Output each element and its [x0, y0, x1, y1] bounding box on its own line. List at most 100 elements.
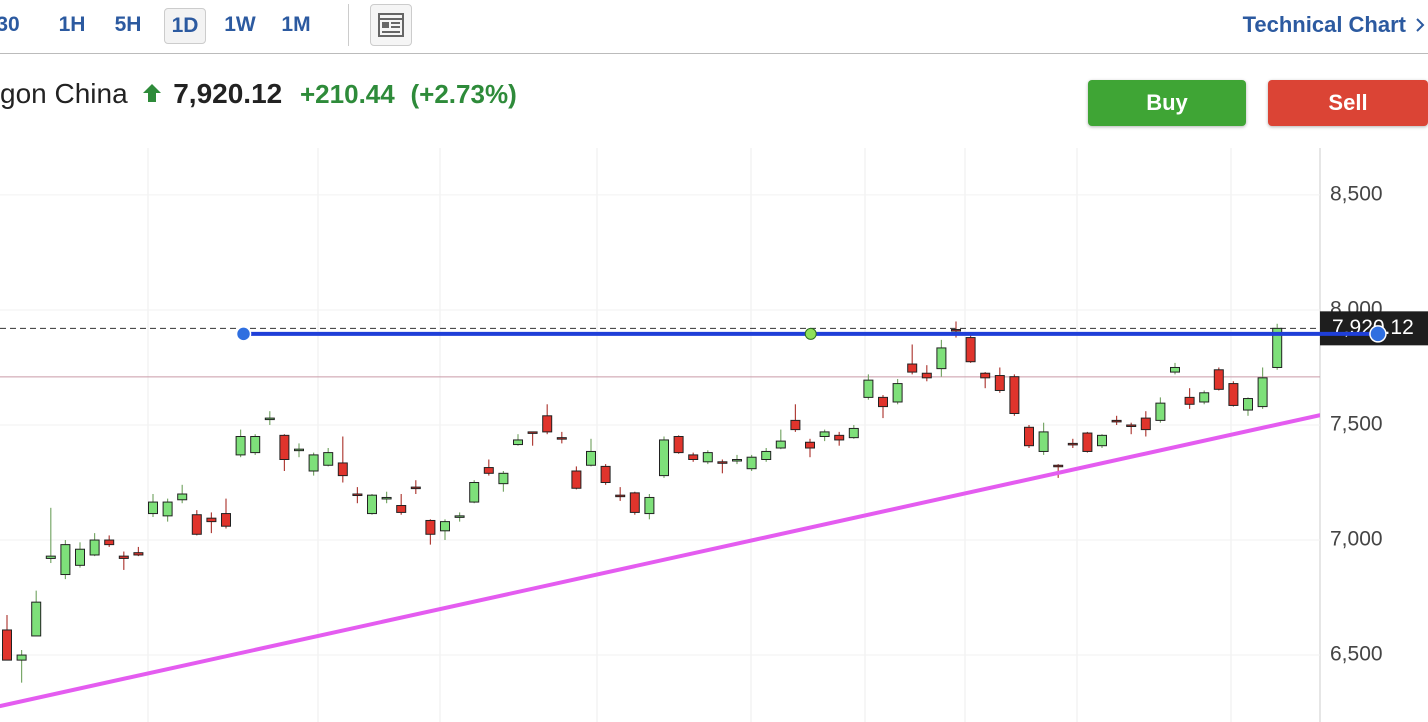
candle-body — [1184, 396, 1195, 405]
candle-body — [45, 555, 56, 559]
candle-body — [556, 437, 567, 440]
candle-body — [615, 494, 626, 498]
candle-body — [1038, 431, 1049, 452]
candle-body — [469, 482, 480, 503]
price-label: 7,920.12 — [1332, 316, 1414, 339]
candle-body — [264, 417, 275, 421]
candle-body — [571, 470, 582, 489]
drawing-midpoint — [804, 327, 817, 340]
y-tick-label: 7,000 — [1330, 528, 1383, 551]
chevron — [1416, 18, 1425, 32]
candle-body — [761, 450, 772, 461]
candle-body — [834, 434, 845, 441]
candle-body — [279, 434, 290, 461]
candle-body — [542, 415, 553, 433]
candle-body — [921, 372, 932, 379]
candle-body — [1140, 417, 1151, 431]
candle-body — [1170, 366, 1180, 373]
candle-body — [206, 517, 217, 523]
candle-body — [323, 452, 334, 466]
candle-body — [1053, 464, 1064, 468]
candle-body — [907, 363, 918, 373]
candle-body — [892, 383, 903, 403]
buy-button[interactable]: Buy — [1088, 80, 1246, 126]
candle-body — [308, 454, 319, 472]
candle-body — [673, 435, 684, 454]
layout-button[interactable] — [370, 4, 412, 46]
change: +210.44 — [300, 79, 395, 109]
interval-button[interactable]: 1H — [58, 13, 86, 36]
candle-body — [527, 431, 538, 434]
candle-body — [454, 515, 465, 518]
candle-body — [746, 456, 757, 470]
candle-body — [819, 431, 830, 437]
candle-body — [1009, 376, 1020, 414]
candle-body — [191, 514, 202, 535]
candle-body — [980, 372, 991, 379]
candle-body — [775, 440, 786, 449]
interval-button[interactable]: 1M — [281, 13, 311, 36]
candle-body — [951, 329, 961, 332]
candle-body — [965, 337, 976, 363]
candle-body — [89, 539, 100, 556]
candle-body — [805, 441, 815, 449]
candle-body — [878, 396, 888, 408]
candle-body — [1272, 327, 1283, 368]
candle-body — [2, 629, 12, 661]
candle-body — [250, 435, 261, 454]
candle-body — [1243, 398, 1253, 411]
candle-body — [162, 501, 173, 517]
technical-chart-link[interactable]: Technical Chart — [1242, 12, 1406, 37]
candle-body — [221, 513, 231, 527]
candle-body — [498, 472, 509, 485]
candle-body — [659, 439, 669, 477]
candle-body — [118, 555, 129, 559]
interval-button[interactable]: 1W — [224, 13, 256, 36]
candle-body — [1213, 369, 1224, 390]
interval-button[interactable]: 30 — [0, 13, 20, 36]
candle-body — [352, 493, 363, 497]
candle-body — [104, 539, 115, 546]
candle-body — [367, 494, 377, 515]
candle-body — [863, 379, 874, 398]
candle-body — [1199, 392, 1210, 403]
candle-body — [16, 654, 27, 661]
candle-body — [396, 505, 407, 513]
candle-body — [513, 439, 523, 446]
candle-body — [1097, 434, 1107, 447]
candle-body — [586, 450, 596, 466]
candle-body — [177, 493, 188, 501]
layout-icon — [378, 13, 404, 37]
candle-body — [732, 459, 742, 462]
candle-body — [600, 465, 611, 484]
candle-body — [936, 347, 947, 370]
instrument-name: gon China — [0, 78, 128, 109]
candle-body — [629, 492, 640, 513]
plot-area — [0, 321, 1320, 709]
interval-button[interactable]: 5H — [114, 13, 142, 36]
y-tick-label: 6,500 — [1330, 643, 1383, 666]
candle-body — [688, 454, 699, 461]
candle-body — [483, 467, 494, 474]
candle-body — [848, 427, 859, 439]
price-label-box — [1320, 311, 1428, 346]
candle-body — [1257, 377, 1268, 408]
candle-body — [235, 435, 246, 456]
candle-body — [1067, 442, 1078, 446]
sell-button[interactable]: Sell — [1268, 80, 1428, 126]
up-arrow — [143, 84, 162, 102]
toolbar: Technical Chart 30 1H 5H 1D 1W 1M — [0, 0, 1428, 54]
candle-body — [790, 419, 801, 431]
drawing-handle — [235, 326, 252, 342]
candle-body — [425, 519, 436, 535]
y-tick-label: 8,500 — [1330, 182, 1383, 205]
drawing-handle — [1369, 325, 1387, 343]
candle-body — [644, 496, 655, 515]
candle-body — [702, 452, 713, 463]
candle-body — [1082, 432, 1093, 452]
candle-body — [994, 375, 1005, 391]
candle-body — [337, 462, 348, 477]
interval-button[interactable]: 1D — [164, 8, 206, 44]
candle-body — [440, 521, 450, 532]
